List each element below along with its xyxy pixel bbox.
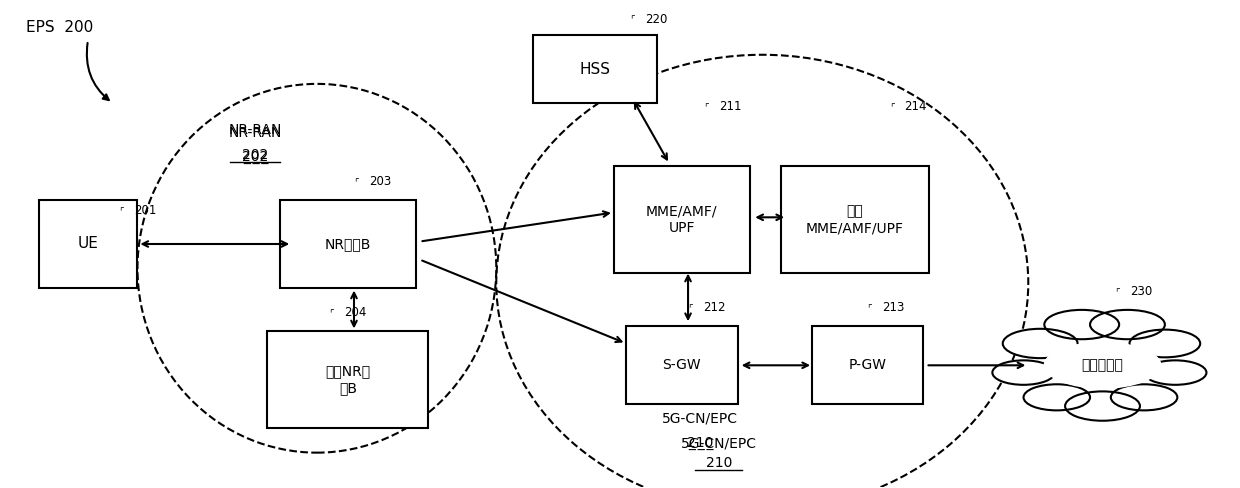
Circle shape xyxy=(1111,384,1177,410)
Text: 211: 211 xyxy=(719,100,742,113)
Text: UE: UE xyxy=(78,237,98,251)
Circle shape xyxy=(1003,329,1078,358)
Text: 220: 220 xyxy=(645,13,667,26)
Text: 230: 230 xyxy=(1130,285,1152,298)
Text: ⌜: ⌜ xyxy=(704,103,709,113)
FancyBboxPatch shape xyxy=(626,326,738,404)
Text: ⌜: ⌜ xyxy=(330,309,334,319)
Text: P-GW: P-GW xyxy=(848,358,887,372)
Text: 212: 212 xyxy=(703,302,725,314)
Circle shape xyxy=(1145,360,1207,385)
FancyBboxPatch shape xyxy=(38,201,138,287)
Text: 203: 203 xyxy=(368,175,391,188)
Text: HSS: HSS xyxy=(580,62,611,77)
Text: 201: 201 xyxy=(134,204,156,217)
Text: 210: 210 xyxy=(706,456,732,469)
Text: ⌜: ⌜ xyxy=(353,178,358,188)
Text: 204: 204 xyxy=(343,306,367,319)
Text: ⌜: ⌜ xyxy=(890,103,894,113)
Text: 2̲1̲0̲: 2̲1̲0̲ xyxy=(687,436,713,450)
Text: NR节点B: NR节点B xyxy=(325,237,371,251)
Text: 5G-CN/EPC: 5G-CN/EPC xyxy=(662,412,738,426)
Text: 213: 213 xyxy=(883,302,905,314)
Text: ⌜: ⌜ xyxy=(630,16,635,26)
Text: 因特网服务: 因特网服务 xyxy=(1081,358,1123,372)
Circle shape xyxy=(992,360,1055,385)
FancyBboxPatch shape xyxy=(812,326,923,404)
Text: 2̲0̲2̲: 2̲0̲2̲ xyxy=(242,150,268,164)
FancyBboxPatch shape xyxy=(614,166,750,273)
Circle shape xyxy=(1023,384,1090,410)
Text: 214: 214 xyxy=(904,100,928,113)
Text: 202: 202 xyxy=(242,147,268,162)
Text: ⌜: ⌜ xyxy=(1115,288,1120,298)
FancyBboxPatch shape xyxy=(781,166,929,273)
FancyBboxPatch shape xyxy=(533,35,657,103)
Text: MME/AMF/
UPF: MME/AMF/ UPF xyxy=(646,204,718,235)
FancyBboxPatch shape xyxy=(280,201,415,287)
FancyBboxPatch shape xyxy=(268,331,428,428)
Text: NR-RAN: NR-RAN xyxy=(228,123,281,137)
Text: 其它NR节
点B: 其它NR节 点B xyxy=(325,364,371,395)
Circle shape xyxy=(1130,329,1200,357)
Text: ⌜: ⌜ xyxy=(868,305,872,314)
Circle shape xyxy=(1090,310,1164,339)
Circle shape xyxy=(1065,391,1140,421)
Text: ⌜: ⌜ xyxy=(119,207,124,217)
Text: 5G-CN/EPC: 5G-CN/EPC xyxy=(681,436,756,450)
Circle shape xyxy=(1044,310,1120,339)
Text: EPS  200: EPS 200 xyxy=(26,20,93,35)
Text: NR-RAN: NR-RAN xyxy=(228,126,281,140)
Text: 其它
MME/AMF/UPF: 其它 MME/AMF/UPF xyxy=(806,204,904,235)
Text: S-GW: S-GW xyxy=(662,358,701,372)
Circle shape xyxy=(1044,343,1161,388)
Text: ⌜: ⌜ xyxy=(688,305,693,314)
